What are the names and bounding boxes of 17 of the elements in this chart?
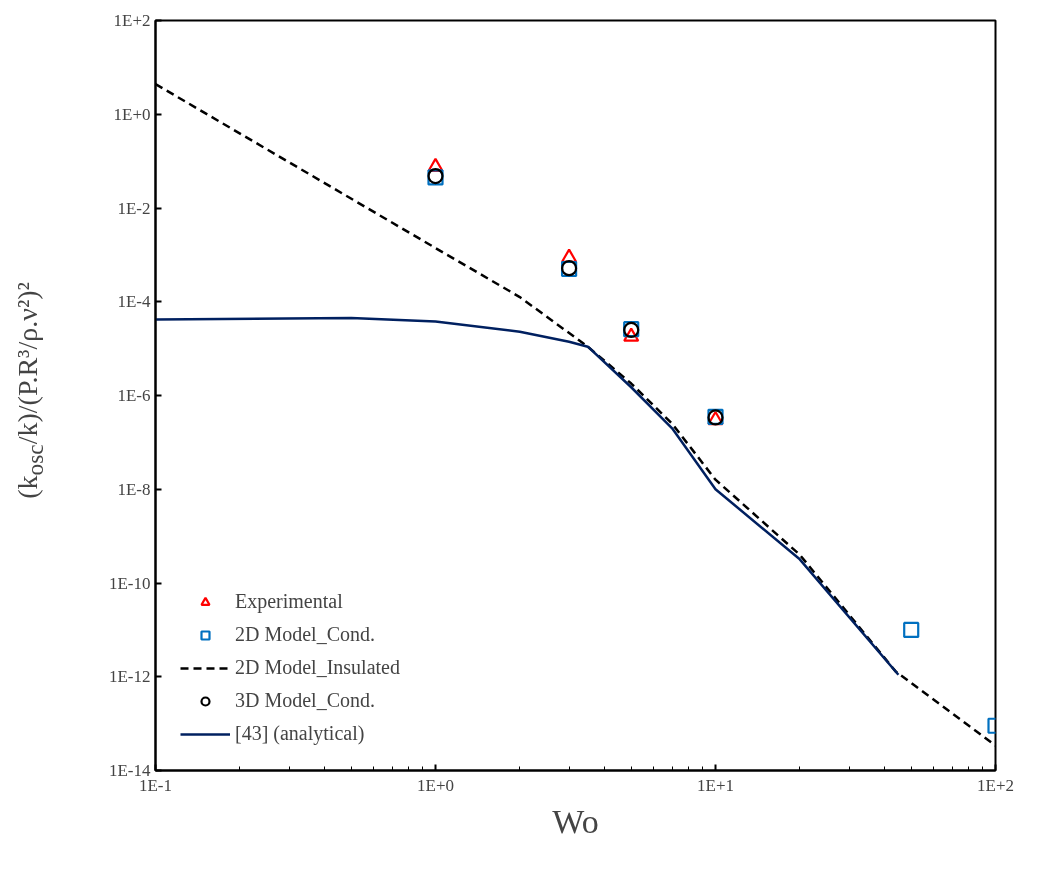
- y-tick-label: 1E+0: [113, 104, 151, 124]
- y-tick-label: 1E+2: [113, 11, 151, 30]
- y-tick-label: 1E-2: [117, 198, 151, 218]
- y-tick-label: 1E-12: [108, 667, 151, 687]
- y-tick-label: 1E-8: [117, 479, 151, 499]
- x-tick-label: 1E+1: [697, 775, 734, 795]
- x-axis-title: Wo: [552, 802, 599, 840]
- y-tick-label: 1E-10: [108, 573, 151, 593]
- x-tick-label: 1E+0: [417, 775, 454, 795]
- legend-label: [43] (analytical): [235, 722, 365, 745]
- legend-label: 3D Model_Cond.: [235, 689, 375, 712]
- y-tick-label: 1E-4: [117, 292, 151, 312]
- x-tick-label: 1E+2: [977, 775, 1014, 795]
- legend-label: 2D Model_Cond.: [235, 623, 375, 646]
- legend-label: 2D Model_Insulated: [235, 656, 400, 679]
- y-tick-label: 1E-6: [117, 386, 151, 405]
- legend-label: Experimental: [235, 590, 343, 613]
